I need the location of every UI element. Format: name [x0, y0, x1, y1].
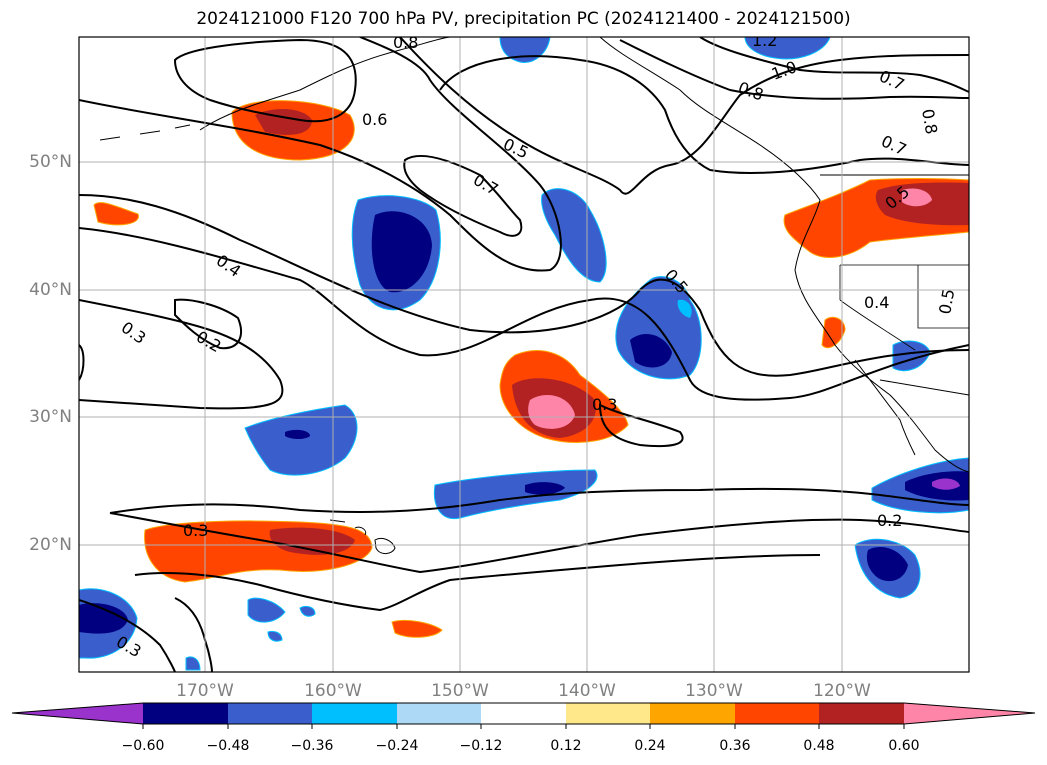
- pv-contour: [439, 55, 969, 174]
- precip-negative-blob: [433, 469, 598, 520]
- pv-contour: [79, 344, 85, 381]
- lon-label-120w: 120°W: [813, 681, 871, 701]
- lat-label-50n: 50°N: [29, 152, 72, 172]
- contour-label: 0.8: [918, 107, 941, 135]
- precip-negative-core: [866, 546, 908, 582]
- colorbar-segment: [143, 703, 228, 724]
- precip-negative-light: [677, 299, 692, 318]
- lat-label-40n: 40°N: [29, 280, 72, 300]
- colorbar-segment: [397, 703, 481, 724]
- precip-negative-core: [630, 333, 672, 368]
- mexico-border: [879, 379, 969, 396]
- colorbar-extend-right: [904, 703, 1035, 724]
- lon-label-140w: 140°W: [558, 681, 616, 701]
- precip-negative-blob: [185, 656, 201, 671]
- precip-negative-core: [371, 211, 432, 293]
- precip-positive-center: [528, 395, 575, 429]
- contour-label: 0.2: [877, 511, 902, 530]
- colorbar-tick-label: −0.12: [459, 738, 503, 754]
- colorbar-segment: [735, 703, 819, 724]
- pv-contour: [699, 37, 969, 93]
- precip-negative-blob: [267, 630, 283, 642]
- precip-negative-core: [79, 603, 128, 634]
- colorbar-tick-label: 0.60: [888, 738, 920, 754]
- precip-positive-core: [269, 527, 355, 555]
- pv-contour: [79, 194, 969, 377]
- colorbar-tick-label: 0.36: [719, 738, 751, 754]
- pv-contour: [79, 599, 176, 672]
- lon-label-130w: 130°W: [685, 681, 743, 701]
- contour-label: 0.8: [393, 33, 418, 52]
- precip-negative-core: [525, 482, 565, 495]
- colorbar-extend-left: [12, 703, 143, 724]
- precip-negative-blob: [299, 605, 316, 617]
- colorbar-tick-label: 0.12: [550, 738, 582, 754]
- precip-negative-blob: [244, 404, 358, 476]
- precip-positive-blob: [821, 316, 846, 349]
- precip-negative-blob: [247, 597, 286, 623]
- contour-label: 0.3: [183, 521, 208, 540]
- pv-contour: [109, 487, 969, 514]
- precip-negative-blob: [541, 188, 607, 283]
- contour-label: 0.5: [935, 287, 958, 315]
- precipitation-anomalies: [79, 37, 969, 671]
- coastlines: [99, 37, 969, 555]
- colorbar-tick-label: −0.36: [290, 738, 334, 754]
- precip-positive-blob: [93, 202, 139, 226]
- gridlines: [79, 37, 969, 672]
- pv-contour: [134, 554, 821, 612]
- pv-contour: [79, 299, 284, 410]
- precip-positive-blob: [391, 619, 443, 638]
- precip-positive-center: [902, 188, 932, 207]
- pv-contour: [399, 37, 969, 195]
- canada-coast: [599, 37, 969, 473]
- colorbar-segment: [228, 703, 312, 724]
- colorbar-tick-label: −0.60: [121, 738, 165, 754]
- map-plot-area: 0.8 1.2 1.0 0.7 0.8 0.8 0.7 0.6 0.5 0.7 …: [79, 31, 969, 672]
- colorbar-segment: [650, 703, 735, 724]
- colorbar-segment: [566, 703, 650, 724]
- lon-label-150w: 150°W: [431, 681, 489, 701]
- contour-label: 0.4: [864, 293, 889, 312]
- map-title: 2024121000 F120 700 hPa PV, precipitatio…: [196, 9, 851, 29]
- precip-negative-blob: [744, 37, 831, 60]
- contour-label: 1.2: [752, 31, 777, 50]
- pv-contour: [79, 37, 562, 272]
- map-frame: [78, 36, 970, 673]
- pv-contour: [619, 39, 969, 100]
- colorbar-segment: [481, 703, 566, 724]
- lon-label-170w: 170°W: [176, 681, 234, 701]
- pv-contour: [109, 512, 969, 574]
- pv-contour: [173, 38, 357, 123]
- lat-label-30n: 30°N: [29, 407, 72, 427]
- colorbar-tick-label: −0.48: [206, 738, 250, 754]
- contour-label: 0.3: [592, 395, 617, 414]
- pv-contours: [79, 37, 969, 672]
- colorbar-tick-label: 0.48: [803, 738, 835, 754]
- lon-label-160w: 160°W: [304, 681, 362, 701]
- pv-contour: [403, 154, 523, 237]
- baja-coast: [854, 359, 916, 456]
- colorbar-segment: [312, 703, 397, 724]
- lat-label-20n: 20°N: [29, 535, 72, 555]
- pv-contour: [174, 298, 242, 350]
- precip-strong-negative: [932, 478, 960, 490]
- pv-contour: [79, 227, 969, 401]
- colorbar-tick-label: 0.24: [634, 738, 666, 754]
- alaska-coast: [99, 124, 191, 141]
- contour-label: 0.6: [362, 110, 387, 129]
- colorbar: [11, 702, 1036, 729]
- colorbar-segment: [819, 703, 904, 724]
- precip-negative-core: [285, 429, 310, 439]
- colorbar-tick-label: −0.24: [375, 738, 419, 754]
- state-border: [839, 264, 969, 351]
